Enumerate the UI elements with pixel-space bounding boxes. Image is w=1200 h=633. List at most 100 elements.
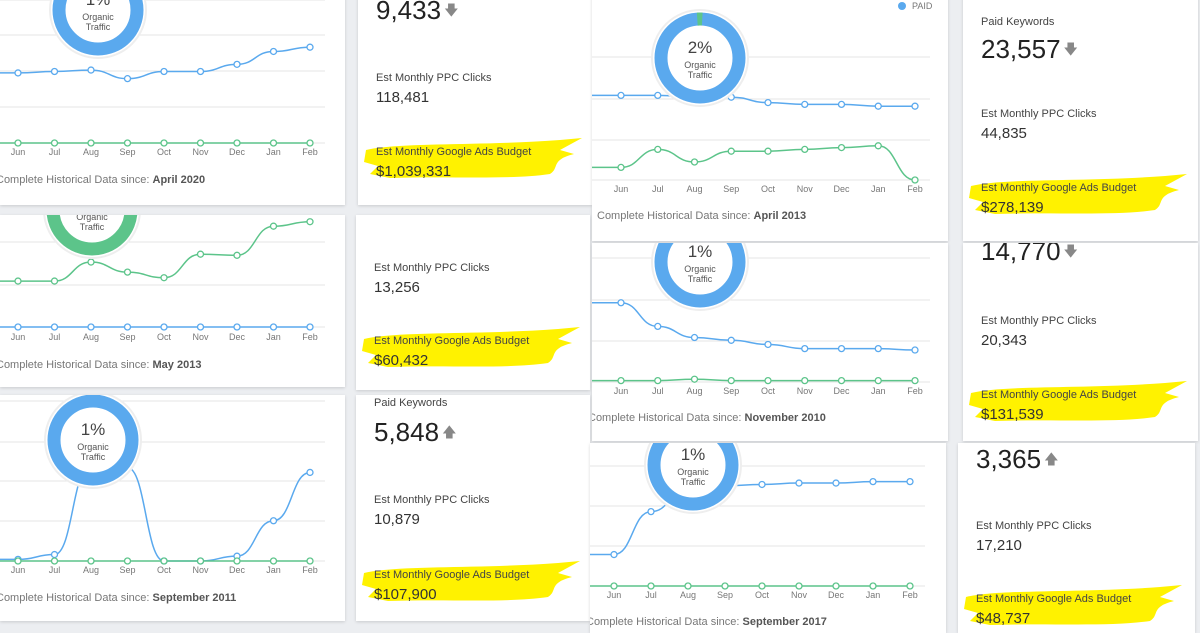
- data-point[interactable]: [654, 376, 662, 385]
- highlighter-mark: [362, 561, 580, 601]
- data-point[interactable]: [123, 139, 132, 147]
- data-point[interactable]: [14, 323, 22, 331]
- data-point[interactable]: [160, 139, 168, 147]
- data-point[interactable]: [837, 100, 846, 109]
- data-point[interactable]: [123, 557, 132, 565]
- x-tick-label: Aug: [680, 590, 696, 600]
- data-point[interactable]: [269, 323, 278, 331]
- data-point[interactable]: [233, 323, 241, 331]
- data-point[interactable]: [306, 43, 314, 51]
- data-point[interactable]: [874, 376, 882, 385]
- data-point[interactable]: [269, 222, 278, 230]
- data-point[interactable]: [837, 376, 846, 385]
- data-point[interactable]: [160, 323, 168, 331]
- data-point[interactable]: [874, 344, 882, 353]
- data-point[interactable]: [721, 582, 729, 590]
- data-point[interactable]: [832, 582, 840, 590]
- data-point[interactable]: [160, 67, 168, 76]
- data-point[interactable]: [50, 277, 59, 285]
- data-point[interactable]: [87, 323, 95, 331]
- data-point[interactable]: [50, 67, 59, 76]
- data-point[interactable]: [764, 98, 772, 107]
- data-point[interactable]: [196, 139, 205, 147]
- data-point[interactable]: [684, 582, 692, 590]
- data-point[interactable]: [654, 322, 662, 331]
- data-point[interactable]: [87, 66, 95, 74]
- data-point[interactable]: [87, 139, 95, 147]
- data-point[interactable]: [196, 67, 205, 76]
- data-point[interactable]: [50, 550, 59, 559]
- data-point[interactable]: [727, 376, 735, 385]
- data-point[interactable]: [123, 75, 132, 83]
- data-point[interactable]: [874, 142, 882, 150]
- data-point[interactable]: [795, 582, 803, 590]
- data-point[interactable]: [764, 340, 772, 349]
- data-point[interactable]: [758, 582, 766, 590]
- data-point[interactable]: [269, 517, 278, 525]
- data-point[interactable]: [306, 139, 314, 147]
- data-point[interactable]: [911, 102, 919, 110]
- data-point[interactable]: [306, 557, 314, 565]
- data-point[interactable]: [758, 480, 766, 489]
- data-point[interactable]: [306, 218, 314, 226]
- data-point[interactable]: [869, 582, 877, 590]
- data-point[interactable]: [123, 323, 132, 331]
- data-point[interactable]: [832, 479, 840, 487]
- data-point[interactable]: [911, 346, 919, 354]
- data-point[interactable]: [801, 376, 809, 385]
- data-point[interactable]: [801, 100, 809, 109]
- data-point[interactable]: [727, 336, 735, 344]
- data-point[interactable]: [196, 557, 205, 565]
- data-point[interactable]: [269, 47, 278, 56]
- data-point[interactable]: [233, 60, 241, 68]
- data-point[interactable]: [690, 158, 699, 166]
- data-point[interactable]: [610, 550, 618, 559]
- data-point[interactable]: [123, 268, 132, 276]
- data-point[interactable]: [50, 557, 59, 565]
- data-point[interactable]: [647, 507, 655, 516]
- data-point[interactable]: [801, 344, 809, 353]
- data-point[interactable]: [196, 250, 205, 258]
- data-point[interactable]: [837, 344, 846, 353]
- data-point[interactable]: [617, 299, 625, 307]
- data-point[interactable]: [874, 102, 882, 110]
- data-point[interactable]: [647, 582, 655, 590]
- data-point[interactable]: [906, 477, 914, 486]
- data-point[interactable]: [50, 323, 59, 331]
- data-point[interactable]: [906, 582, 914, 590]
- data-point[interactable]: [269, 557, 278, 565]
- data-point[interactable]: [727, 147, 735, 155]
- data-point[interactable]: [764, 376, 772, 385]
- data-point[interactable]: [50, 139, 59, 147]
- data-point[interactable]: [196, 323, 205, 331]
- data-point[interactable]: [795, 479, 803, 487]
- data-point[interactable]: [14, 139, 22, 147]
- data-point[interactable]: [654, 91, 662, 100]
- data-point[interactable]: [233, 557, 241, 565]
- data-point[interactable]: [87, 258, 95, 266]
- data-point[interactable]: [801, 145, 809, 154]
- data-point[interactable]: [610, 582, 618, 590]
- data-point[interactable]: [269, 139, 278, 147]
- data-point[interactable]: [87, 557, 95, 565]
- data-point[interactable]: [837, 143, 846, 152]
- data-point[interactable]: [306, 323, 314, 331]
- data-point[interactable]: [654, 145, 662, 154]
- data-point[interactable]: [617, 163, 625, 172]
- data-point[interactable]: [617, 376, 625, 385]
- data-point[interactable]: [306, 468, 314, 477]
- data-point[interactable]: [911, 376, 919, 385]
- data-point[interactable]: [14, 557, 22, 565]
- data-point[interactable]: [911, 176, 919, 184]
- data-point[interactable]: [14, 277, 22, 285]
- data-point[interactable]: [617, 91, 625, 100]
- data-point[interactable]: [14, 69, 22, 77]
- data-point[interactable]: [690, 375, 699, 383]
- data-point[interactable]: [233, 139, 241, 147]
- data-point[interactable]: [233, 251, 241, 259]
- data-point[interactable]: [764, 147, 772, 155]
- data-point[interactable]: [690, 333, 699, 342]
- data-point[interactable]: [869, 477, 877, 486]
- data-point[interactable]: [160, 557, 168, 565]
- data-point[interactable]: [160, 274, 168, 282]
